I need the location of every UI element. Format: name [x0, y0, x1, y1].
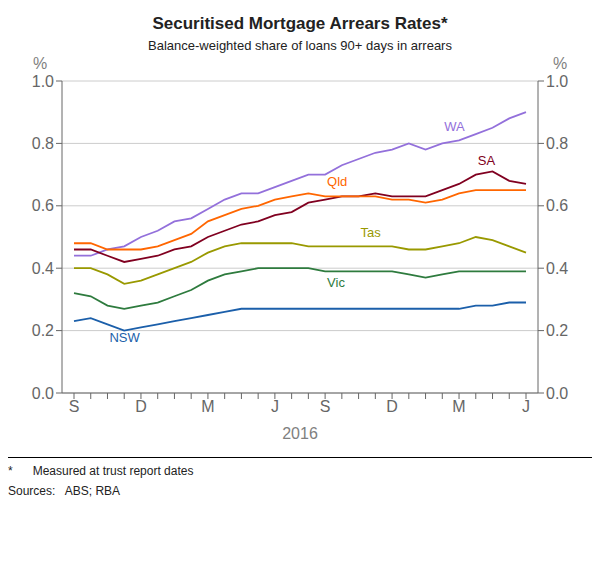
svg-text:S: S — [320, 398, 331, 415]
svg-text:0.8: 0.8 — [546, 135, 568, 152]
svg-text:1.0: 1.0 — [32, 73, 54, 90]
svg-text:M: M — [452, 398, 465, 415]
svg-text:Qld: Qld — [327, 174, 347, 189]
html-text:Sources: ABS; RBA: Sources: ABS; RBA — [8, 484, 121, 498]
svg-text:D: D — [135, 398, 147, 415]
svg-text:Tas: Tas — [361, 225, 382, 240]
svg-text:SA: SA — [478, 153, 496, 168]
html-text:Securitised Mortgage Arrears R: Securitised Mortgage Arrears Rates* — [152, 14, 448, 33]
svg-text:0.0: 0.0 — [546, 385, 568, 402]
svg-text:0.0: 0.0 — [32, 385, 54, 402]
svg-text:0.6: 0.6 — [546, 197, 568, 214]
html-text:* Measured at trust report dat: * Measured at trust report dates — [8, 464, 194, 478]
svg-text:D: D — [386, 398, 398, 415]
svg-text:0.8: 0.8 — [32, 135, 54, 152]
svg-text:S: S — [69, 398, 80, 415]
svg-text:J: J — [271, 398, 279, 415]
svg-text:0.4: 0.4 — [546, 260, 568, 277]
svg-text:NSW: NSW — [109, 330, 140, 345]
svg-text:%: % — [553, 55, 567, 72]
html-text:Balance-weighted share of loan: Balance-weighted share of loans 90+ days… — [148, 38, 452, 53]
svg-text:Vic: Vic — [327, 275, 345, 290]
svg-text:0.6: 0.6 — [32, 197, 54, 214]
svg-text:1.0: 1.0 — [546, 73, 568, 90]
svg-text:0.2: 0.2 — [546, 322, 568, 339]
svg-text:%: % — [33, 55, 47, 72]
svg-text:M: M — [201, 398, 214, 415]
svg-text:WA: WA — [444, 119, 465, 134]
svg-text:0.4: 0.4 — [32, 260, 54, 277]
svg-text:0.2: 0.2 — [32, 322, 54, 339]
svg-text:2016: 2016 — [282, 425, 318, 442]
svg-text:J: J — [522, 398, 530, 415]
